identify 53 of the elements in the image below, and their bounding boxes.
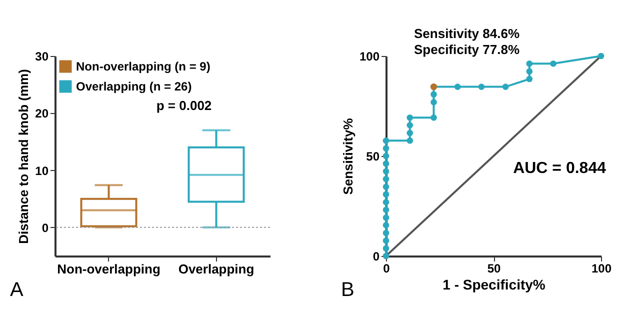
point (382, 176, 390, 182)
point (382, 222, 390, 228)
y-tick-label: 30 (35, 50, 49, 64)
point (430, 91, 437, 98)
x-tick-label: Non-overlapping (57, 262, 160, 276)
point (550, 60, 556, 67)
point (598, 52, 604, 60)
text: B (341, 279, 354, 301)
point (430, 99, 437, 106)
point (382, 191, 390, 198)
point (526, 68, 533, 75)
point (382, 145, 390, 152)
point (382, 160, 390, 167)
point (406, 122, 414, 128)
x-tick-label: 0 (383, 262, 390, 276)
legend-label: Non-overlapping (n = 9) (76, 60, 210, 74)
point (406, 137, 414, 144)
annotation: AUC = 0.844 (513, 160, 606, 177)
y-axis-title: Sensitivity% (340, 118, 356, 195)
y-tick-label: 100 (359, 50, 380, 64)
point (430, 114, 437, 121)
y-tick-label: 10 (35, 164, 49, 178)
point (478, 84, 485, 90)
legend-label: Overlapping (n = 26) (76, 80, 192, 94)
y-tick-label: 50 (366, 150, 380, 164)
point (382, 237, 390, 244)
text: A (10, 279, 24, 301)
point (382, 184, 390, 190)
point (526, 60, 533, 67)
point (382, 152, 390, 160)
y-tick-label: 20 (35, 106, 49, 121)
point (382, 245, 390, 252)
point (382, 137, 390, 144)
annotation: Specificity 77.8% (414, 42, 520, 57)
text: Sensitivity 84.6% (414, 26, 520, 41)
point (382, 230, 390, 236)
point (382, 214, 390, 221)
annotation: p = 0.002 (156, 98, 212, 113)
point (526, 76, 533, 82)
x-tick-label: 100 (591, 262, 612, 276)
point (382, 168, 390, 175)
y-tick-label: 0 (42, 220, 49, 235)
point (382, 206, 390, 213)
y-tick-label: 0 (372, 250, 380, 264)
point (382, 199, 390, 206)
x-axis-title: 1 - Specificity% (442, 276, 546, 292)
point (406, 114, 414, 121)
point (406, 130, 414, 136)
point (454, 84, 461, 90)
x-tick-label: Overlapping (178, 262, 254, 276)
x-tick-label: 50 (487, 262, 501, 276)
y-axis-title: Distance to hand knob (mm) (16, 69, 32, 244)
point (502, 84, 509, 90)
